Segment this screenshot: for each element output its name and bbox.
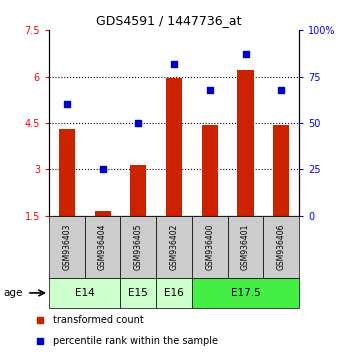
Text: GDS4591 / 1447736_at: GDS4591 / 1447736_at: [96, 14, 242, 27]
Text: E16: E16: [164, 288, 184, 298]
Text: GSM936402: GSM936402: [170, 224, 178, 270]
Bar: [263, 216, 299, 278]
Bar: [49, 216, 85, 278]
Text: GSM936404: GSM936404: [98, 224, 107, 270]
Text: GSM936405: GSM936405: [134, 224, 143, 270]
Bar: [49, 278, 120, 308]
Point: [100, 167, 105, 172]
Bar: [120, 216, 156, 278]
Bar: [192, 278, 299, 308]
Bar: [95, 211, 111, 216]
Text: GSM936403: GSM936403: [63, 224, 71, 270]
Text: age: age: [3, 288, 23, 298]
Bar: [156, 278, 192, 308]
Text: percentile rank within the sample: percentile rank within the sample: [53, 336, 218, 346]
Text: GSM936400: GSM936400: [205, 224, 214, 270]
Bar: [166, 78, 182, 216]
Bar: [238, 70, 254, 216]
Bar: [59, 129, 75, 216]
Point: [243, 51, 248, 57]
Bar: [192, 216, 228, 278]
Bar: [228, 216, 263, 278]
Point: [171, 61, 177, 67]
Bar: [85, 216, 120, 278]
Point: [38, 338, 43, 344]
Point: [207, 87, 213, 92]
Bar: [156, 216, 192, 278]
Text: GSM936406: GSM936406: [277, 224, 286, 270]
Text: E14: E14: [75, 288, 95, 298]
Bar: [130, 165, 146, 216]
Text: E17.5: E17.5: [231, 288, 260, 298]
Point: [64, 102, 70, 107]
Text: E15: E15: [128, 288, 148, 298]
Bar: [273, 125, 289, 216]
Text: transformed count: transformed count: [53, 315, 144, 325]
Point: [279, 87, 284, 92]
Point: [38, 317, 43, 323]
Point: [136, 120, 141, 126]
Bar: [202, 125, 218, 216]
Text: GSM936401: GSM936401: [241, 224, 250, 270]
Bar: [120, 278, 156, 308]
